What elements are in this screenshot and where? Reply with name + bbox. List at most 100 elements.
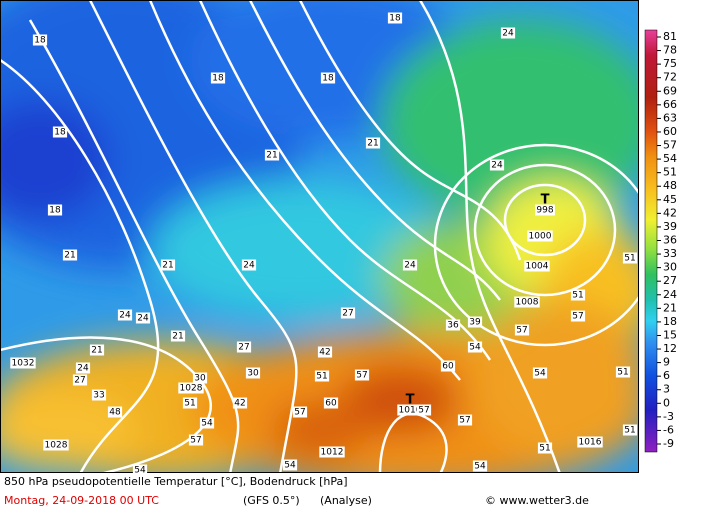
label-bg (622, 424, 638, 436)
label-bg (107, 406, 123, 418)
contour-label: 51 (539, 444, 550, 454)
contour-label: 57 (418, 406, 429, 416)
label-bg (524, 260, 550, 272)
label-bg (232, 397, 248, 409)
label-bg (89, 344, 105, 356)
map-frame (0, 0, 639, 473)
contour-label: 24 (491, 161, 503, 171)
contour-label: 51 (617, 368, 628, 378)
legend-label: 39 (663, 220, 677, 233)
contour-label: 1032 (12, 359, 35, 369)
contour-label: 21 (367, 139, 378, 149)
contour-label: 54 (474, 462, 486, 472)
contour-label: 54 (534, 369, 546, 379)
contour-label: 1016 (579, 438, 602, 448)
label-bg (245, 367, 261, 379)
label-bg (319, 446, 345, 458)
label-bg (62, 249, 78, 261)
label-bg (75, 362, 91, 374)
label-bg (135, 312, 151, 324)
label-bg (72, 374, 88, 386)
label-bg (188, 434, 204, 446)
label-bg (43, 439, 69, 451)
label-bg (514, 296, 540, 308)
contour-label: 18 (34, 36, 46, 46)
contour-label: 27 (238, 343, 249, 353)
label-bg (91, 389, 107, 401)
label-bg (178, 382, 204, 394)
label-bg (402, 259, 418, 271)
label-bg (537, 442, 553, 454)
legend-label: 36 (663, 234, 677, 247)
legend-label: 24 (663, 288, 677, 301)
contour-label: 18 (212, 74, 224, 84)
contour-label: 27 (74, 376, 85, 386)
contour-label: 21 (162, 261, 173, 271)
contour-label: 57 (294, 408, 305, 418)
contour-label: 1010 (399, 406, 422, 416)
contour-label: 27 (342, 309, 353, 319)
legend-label: 51 (663, 166, 677, 179)
contour-label: 24 (137, 314, 149, 324)
label-bg (170, 330, 186, 342)
label-bg (314, 370, 330, 382)
contour-label: 51 (316, 372, 327, 382)
legend-label: -3 (663, 410, 674, 423)
contour-label: 51 (572, 291, 583, 301)
label-bg (192, 372, 208, 384)
legend-label: -6 (663, 423, 674, 436)
legend-label: 63 (663, 111, 677, 124)
label-bg (445, 319, 461, 331)
label-bg (397, 404, 423, 416)
label-bg (416, 404, 432, 416)
legend-label: 45 (663, 193, 677, 206)
contour-label: 21 (172, 332, 183, 342)
contour-label: 24 (77, 364, 89, 374)
label-bg (10, 357, 36, 369)
legend-label: 6 (663, 369, 670, 382)
label-bg (457, 414, 473, 426)
label-bg (132, 464, 148, 476)
contour-label: 48 (109, 408, 121, 418)
contour-label: 1028 (45, 441, 68, 451)
label-bg (241, 259, 257, 271)
contour-label: 18 (389, 14, 401, 24)
legend-label: 3 (663, 383, 670, 396)
footer-model: (GFS 0.5°) (243, 494, 300, 507)
label-bg (210, 72, 226, 84)
contour-label: 33 (93, 391, 104, 401)
contour-label: 54 (201, 419, 213, 429)
legend-label: 42 (663, 206, 677, 219)
contour-label: 51 (184, 399, 195, 409)
legend-label: 12 (663, 342, 677, 355)
color-bar (644, 29, 658, 453)
contour-label: 57 (516, 326, 527, 336)
legend-label: 21 (663, 301, 677, 314)
label-bg (160, 259, 176, 271)
label-bg (570, 310, 586, 322)
label-bg (615, 366, 631, 378)
contour-label: 18 (54, 128, 66, 138)
contour-label: 57 (190, 436, 201, 446)
label-bg (467, 341, 483, 353)
label-bg (264, 149, 280, 161)
contour-label: 24 (243, 261, 255, 271)
label-bg (527, 230, 553, 242)
label-bg (52, 126, 68, 138)
label-bg (236, 341, 252, 353)
legend-label: 69 (663, 84, 677, 97)
label-bg (320, 72, 336, 84)
contour-label: 1012 (321, 448, 344, 458)
contour-label: 57 (356, 371, 367, 381)
contour-label: 54 (134, 466, 146, 476)
label-bg (570, 289, 586, 301)
label-bg (622, 252, 638, 264)
legend-label: 18 (663, 315, 677, 328)
label-bg (489, 159, 505, 171)
legend-label: 54 (663, 152, 677, 165)
contour-label: 42 (234, 399, 245, 409)
footer-credit: © www.wetter3.de (485, 494, 589, 507)
contour-label: 21 (266, 151, 277, 161)
legend-label: 60 (663, 125, 677, 138)
label-bg (577, 436, 603, 448)
